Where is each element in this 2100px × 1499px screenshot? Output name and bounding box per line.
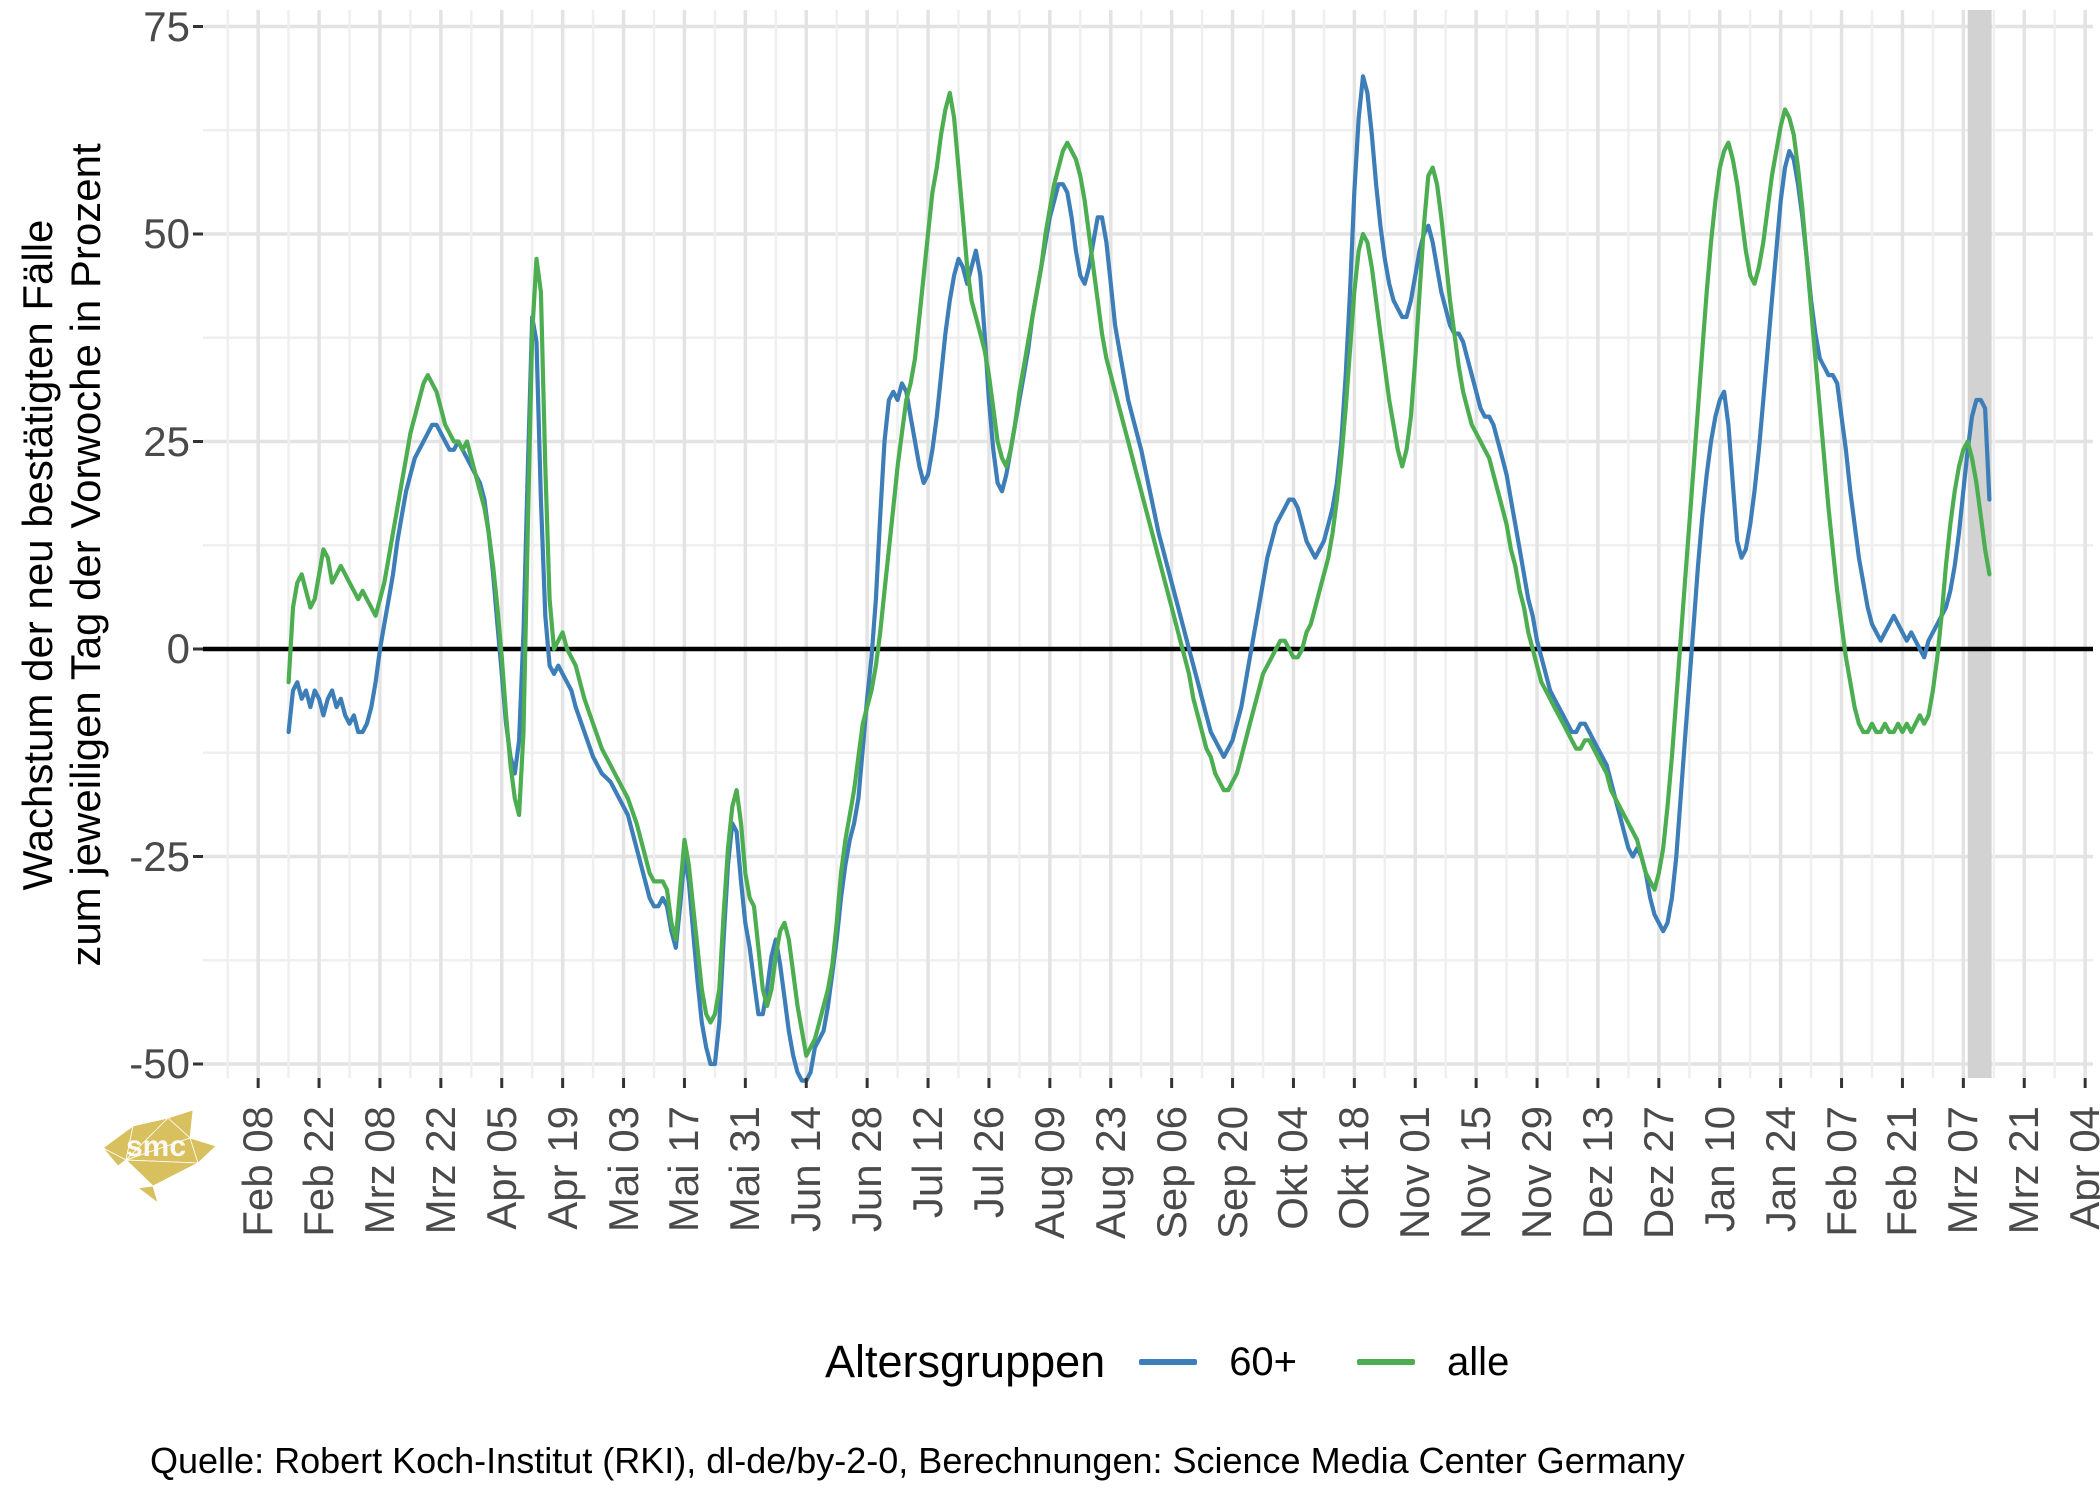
x-tick-label: Apr 19 xyxy=(538,1106,586,1230)
x-tick-label: Aug 23 xyxy=(1086,1106,1134,1240)
x-tick-label: Jan 24 xyxy=(1756,1106,1804,1233)
x-tick-label: Sep 20 xyxy=(1208,1106,1256,1240)
x-tick-label: Mrz 21 xyxy=(2000,1106,2048,1235)
x-tick-label: Apr 04 xyxy=(2061,1106,2100,1230)
x-tick-label: Apr 05 xyxy=(477,1106,525,1230)
x-tick-label: Jun 14 xyxy=(782,1106,830,1233)
legend-item-alle: alle xyxy=(1357,1340,1509,1385)
y-tick-label: 75 xyxy=(143,2,190,50)
smc-logo-shape xyxy=(102,1147,127,1167)
y-tick-label: 0 xyxy=(166,625,190,672)
x-tick-label: Jan 10 xyxy=(1695,1106,1743,1233)
x-tick-label: Nov 01 xyxy=(1391,1106,1439,1240)
x-tick-label: Dez 27 xyxy=(1634,1106,1682,1240)
legend-line-swatch-60plus xyxy=(1139,1359,1198,1365)
x-tick-label: Mrz 22 xyxy=(416,1106,464,1235)
source-note: Quelle: Robert Koch-Institut (RKI), dl-d… xyxy=(150,1440,1685,1481)
x-tick-label: Mai 31 xyxy=(721,1106,769,1233)
x-tick-label: Mrz 07 xyxy=(1939,1106,1987,1235)
x-tick-label: Feb 22 xyxy=(295,1106,343,1237)
x-tick-label: Okt 04 xyxy=(1269,1106,1317,1230)
y-tick-label: 25 xyxy=(143,417,190,465)
x-tick-label: Nov 15 xyxy=(1452,1106,1500,1240)
series-line-60plus xyxy=(286,74,1992,1083)
y-tick-label: 50 xyxy=(143,210,190,257)
x-tick-label: Mrz 08 xyxy=(355,1106,403,1235)
smc-logo: smc xyxy=(102,1109,217,1205)
legend: Altersgruppen 60+ alle xyxy=(825,1336,1569,1388)
smc-logo-shape xyxy=(125,1159,154,1187)
legend-item-60plus: 60+ xyxy=(1139,1340,1297,1385)
x-tick-label: Jul 12 xyxy=(904,1106,952,1219)
x-tick-label: Nov 29 xyxy=(1513,1106,1561,1240)
y-tick-label: -50 xyxy=(129,1040,190,1087)
legend-line-swatch-alle xyxy=(1357,1359,1416,1365)
highlight-band xyxy=(1967,10,1992,1078)
y-tick-label: -25 xyxy=(129,832,190,880)
legend-title: Altersgruppen xyxy=(825,1336,1106,1387)
smc-logo-shape xyxy=(124,1159,200,1187)
y-axis-title-line1: Wachstum der neu bestätigten Fälle xyxy=(14,219,61,891)
x-tick-label: Okt 18 xyxy=(1330,1106,1378,1230)
x-tick-label: Feb 08 xyxy=(234,1106,282,1237)
smc-logo-shape xyxy=(136,1185,159,1205)
x-tick-label: Feb 07 xyxy=(1817,1106,1865,1237)
x-tick-label: Jun 28 xyxy=(843,1106,891,1233)
x-tick-label: Dez 13 xyxy=(1573,1106,1621,1240)
smc-logo-text: smc xyxy=(126,1130,186,1163)
x-tick-label: Mai 17 xyxy=(660,1106,708,1233)
x-tick-label: Aug 09 xyxy=(1025,1106,1073,1240)
x-tick-label: Jul 26 xyxy=(964,1106,1012,1219)
x-tick-label: Mai 03 xyxy=(599,1106,647,1233)
series-line-alle xyxy=(286,90,1992,1058)
x-tick-label: Sep 06 xyxy=(1147,1106,1195,1240)
legend-label-60plus: 60+ xyxy=(1229,1339,1298,1384)
legend-label-alle: alle xyxy=(1447,1339,1510,1384)
x-tick-label: Feb 21 xyxy=(1878,1106,1926,1237)
